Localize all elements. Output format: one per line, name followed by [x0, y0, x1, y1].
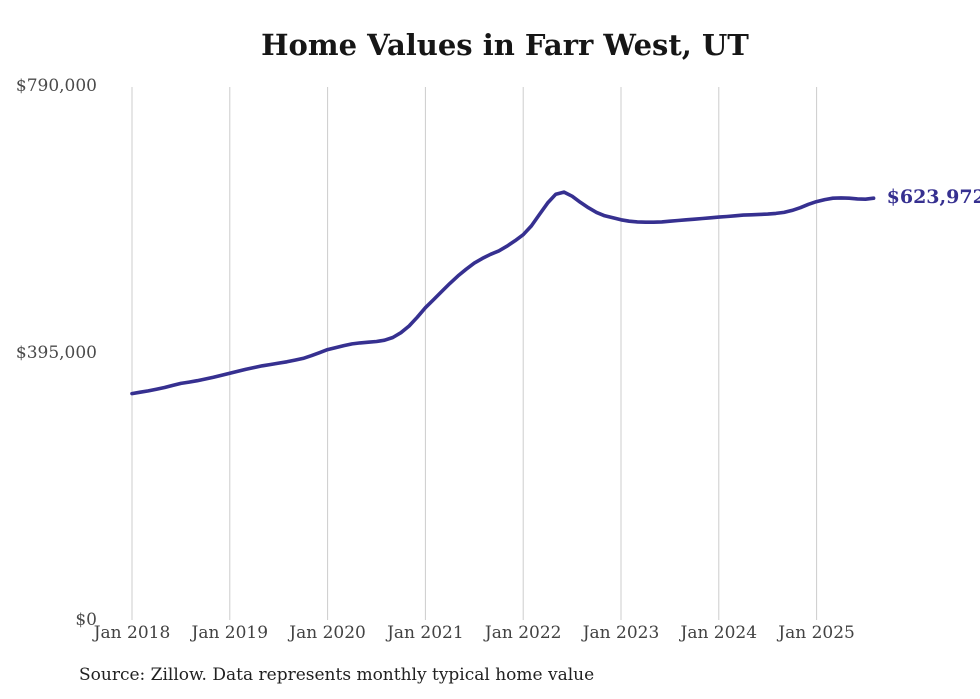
x-axis-label: Jan 2018: [93, 623, 171, 643]
x-axis-label: Jan 2024: [680, 623, 758, 643]
series-line: [130, 190, 876, 396]
x-axis-label: Jan 2023: [582, 623, 660, 643]
x-axis-label: Jan 2021: [387, 623, 464, 643]
y-axis-label: $0: [75, 610, 97, 630]
source-note: Source: Zillow. Data represents monthly …: [79, 665, 595, 685]
y-axis-label: $395,000: [15, 343, 97, 363]
chart-title: Home Values in Farr West, UT: [261, 28, 749, 62]
x-axis-label: Jan 2019: [191, 623, 269, 643]
x-axis-label: Jan 2025: [778, 623, 855, 643]
y-axis-label: $790,000: [15, 76, 97, 96]
x-axis-label: Jan 2020: [289, 623, 366, 643]
end-value-label: $623,972: [886, 186, 980, 209]
x-axis-label: Jan 2022: [484, 623, 562, 643]
